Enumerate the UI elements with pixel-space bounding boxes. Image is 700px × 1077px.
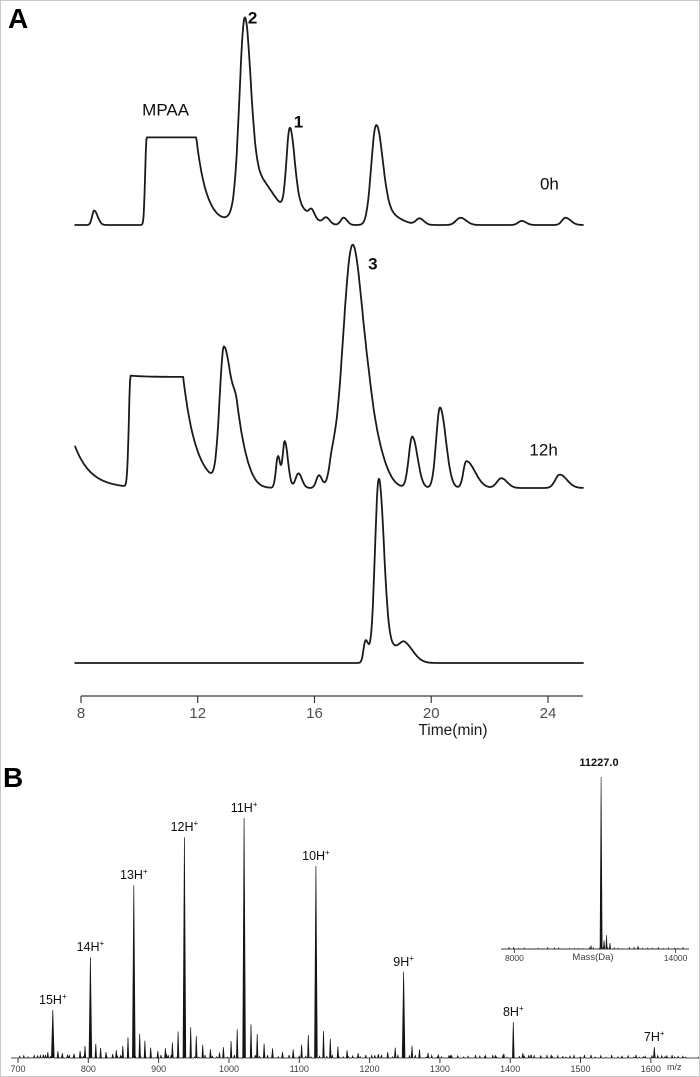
mass-spectrum-trace (11, 817, 699, 1060)
mz-axis-label: m/z (667, 1062, 682, 1072)
trace-annotation-2: 2 (247, 8, 258, 28)
mz-tick-label-1100: 1100 (289, 1064, 309, 1074)
trace-annotation-3: 3 (368, 254, 378, 274)
trace-annotation-12h: 12h (529, 440, 558, 460)
charge-state-label-7h: 7H+ (643, 1029, 665, 1045)
trace-annotation-mpaa: MPAA (142, 100, 190, 120)
chromatogram-trace-crude-peptide-12h (74, 243, 584, 489)
mz-tick-label-1000: 1000 (218, 1064, 239, 1074)
deconvoluted-mass-label: 11227.0 (579, 757, 619, 769)
charge-state-label-10h: 10H+ (302, 848, 330, 864)
mz-tick-label-900: 900 (151, 1064, 167, 1074)
mass-axis-label: Mass(Da) (572, 952, 614, 963)
charge-state-label-11h: 11H+ (230, 800, 258, 816)
mass-tick-label-8000: 8000 (504, 953, 524, 963)
time-tick-label-12: 12 (189, 705, 207, 722)
panel-b-label: B (3, 762, 24, 793)
panel-a-label: A (8, 3, 29, 34)
trace-annotation-0h: 0h (539, 174, 559, 194)
charge-state-label-14h: 14H+ (76, 939, 105, 955)
time-tick-label-24: 24 (539, 705, 557, 722)
charge-state-label-13h: 13H+ (120, 867, 148, 883)
trace-annotation-1: 1 (293, 112, 304, 132)
mz-tick-label-1500: 1500 (570, 1064, 591, 1074)
charge-state-label-8h: 8H+ (502, 1004, 524, 1020)
charge-state-label-15h: 15H+ (39, 992, 67, 1008)
charge-state-label-12h: 12H+ (170, 819, 199, 835)
mz-tick-label-1200: 1200 (359, 1064, 380, 1074)
mz-tick-label-1300: 1300 (429, 1064, 450, 1074)
mz-tick-label-800: 800 (80, 1064, 96, 1074)
mz-tick-label-700: 700 (10, 1064, 26, 1074)
time-tick-label-8: 8 (76, 705, 86, 722)
mz-tick-label-1400: 1400 (500, 1064, 521, 1074)
chromatogram-trace-crude-peptide-0h (74, 16, 584, 226)
mz-tick-label-1600: 1600 (640, 1064, 661, 1074)
mass-tick-label-14000: 14000 (663, 953, 688, 963)
time-axis-label: Time(min) (418, 722, 488, 739)
chromatogram-trace-purified-product (74, 478, 584, 664)
time-tick-label-16: 16 (306, 705, 323, 722)
inset-mass-trace (501, 776, 689, 950)
charge-state-label-9h: 9H+ (393, 953, 414, 969)
time-tick-label-20: 20 (422, 705, 440, 722)
